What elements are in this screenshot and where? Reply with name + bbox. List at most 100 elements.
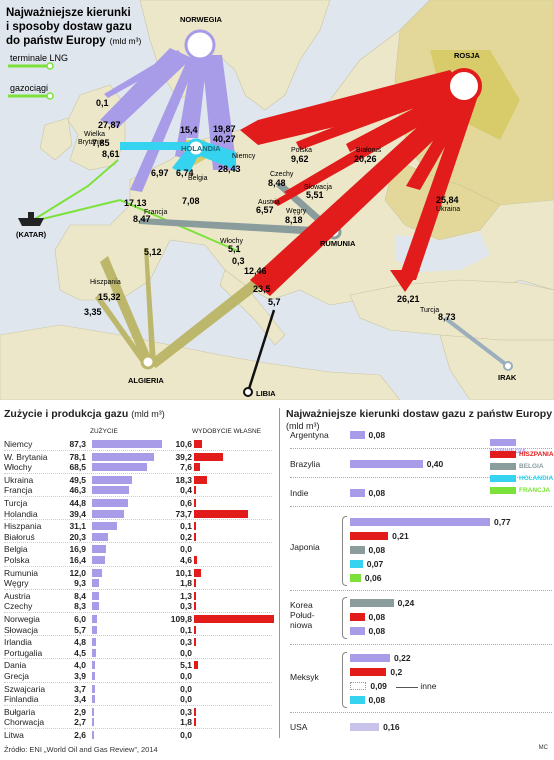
land-middle-east bbox=[439, 334, 554, 401]
val-ru-de: 40,27 bbox=[213, 134, 236, 144]
label-poland: Polska bbox=[291, 147, 312, 154]
val-ru-at: 6,57 bbox=[256, 205, 274, 215]
label-ukraine: Ukraina bbox=[436, 206, 460, 213]
legend-item: BELGIA bbox=[490, 462, 544, 471]
val-no-de: 19,87 bbox=[213, 124, 236, 134]
use-value: 46,3 bbox=[69, 485, 86, 496]
use-value: 87,3 bbox=[69, 439, 86, 449]
country-name: Niemcy bbox=[4, 439, 33, 449]
use-value: 3,7 bbox=[74, 683, 86, 694]
consumption-row: Belgia 16,9 0,0 bbox=[4, 542, 272, 555]
label-italy: Włochy bbox=[220, 238, 243, 245]
flow-russia-by bbox=[346, 86, 462, 152]
hub-labels: NORWEGIA ROSJA HOLANDIA (KATAR) RUMUNIA … bbox=[16, 15, 517, 398]
prod-value: 10,1 bbox=[175, 567, 192, 578]
flow-values: 0,1 27,87 15,4 19,87 40,27 7,85 8,61 6,9… bbox=[84, 98, 459, 322]
use-value: 16,9 bbox=[69, 544, 86, 555]
label-libya: LIBIA bbox=[256, 389, 276, 398]
use-value: 2,6 bbox=[74, 730, 86, 740]
group-bracket bbox=[342, 516, 347, 586]
country-name: Białoruś bbox=[4, 531, 35, 542]
val-nl-be: 6,74 bbox=[176, 168, 194, 178]
country-brazil: Brazylia bbox=[290, 459, 321, 469]
prod-value: 0,0 bbox=[180, 647, 192, 658]
use-value: 6,0 bbox=[74, 614, 86, 624]
prod-bar bbox=[194, 556, 198, 564]
hub-netherlands bbox=[186, 138, 206, 158]
flow-norway-uk bbox=[100, 48, 192, 128]
country-argentina: Argentyna bbox=[290, 430, 329, 440]
use-bar bbox=[92, 463, 147, 472]
use-value: 2,9 bbox=[74, 706, 86, 717]
consumption-row: Bułgaria 2,9 0,3 bbox=[4, 704, 272, 718]
val-ru-tr: 26,21 bbox=[397, 294, 420, 304]
flow-norway-lng bbox=[104, 50, 183, 98]
val-ru-sk: 5,51 bbox=[306, 190, 324, 200]
flow-algeria-es2 bbox=[95, 294, 146, 364]
legend-swatch bbox=[490, 462, 516, 470]
val-nl-fr: 7,08 bbox=[182, 196, 200, 206]
flow-nl-de bbox=[200, 140, 236, 170]
row-separator bbox=[290, 644, 552, 645]
korea-spain-value: 0,08 bbox=[368, 612, 386, 622]
japan-spain-value: 0,21 bbox=[392, 531, 409, 541]
flows-algeria bbox=[95, 248, 270, 368]
val-no-fr: 17,13 bbox=[124, 198, 147, 208]
mexico-norway-bar bbox=[350, 654, 390, 662]
val-no-uk: 27,87 bbox=[98, 120, 121, 130]
consumption-row: Włochy 68,5 7,6 bbox=[4, 461, 272, 473]
val-ru-by: 20,26 bbox=[354, 154, 377, 164]
prod-value: 0,4 bbox=[180, 485, 192, 496]
country-usa: USA bbox=[290, 722, 308, 732]
use-value: 4,0 bbox=[74, 660, 86, 671]
consumption-row: Węgry 9,3 1,8 bbox=[4, 577, 272, 589]
mexico-netherlands-bar bbox=[350, 696, 365, 704]
prod-bar bbox=[194, 440, 202, 448]
consumption-row: W. Brytania 78,1 39,2 bbox=[4, 449, 272, 463]
country-name: Czechy bbox=[4, 601, 33, 612]
prod-bar bbox=[194, 522, 196, 531]
use-bar bbox=[92, 452, 155, 461]
country-name: Dania bbox=[4, 660, 27, 671]
usa-norway-bar bbox=[350, 723, 380, 731]
consumption-row: Irlandia 4,8 0,3 bbox=[4, 635, 272, 648]
hub-norway bbox=[184, 29, 216, 61]
use-value: 49,5 bbox=[69, 474, 86, 485]
flow-romania-fr bbox=[140, 218, 334, 236]
prod-value: 0,0 bbox=[180, 694, 192, 705]
val-no-lng: 0,1 bbox=[96, 98, 109, 108]
japan-norway-bar bbox=[350, 518, 490, 526]
map-title-line-2: i sposoby dostaw gazu bbox=[6, 21, 132, 33]
legend-lng-dot bbox=[46, 62, 54, 70]
legend-label: HISZPANIA bbox=[519, 451, 554, 458]
prod-bar bbox=[194, 579, 196, 588]
label-netherlands: HOLANDIA bbox=[181, 144, 221, 153]
consumption-row: Polska 16,4 4,6 bbox=[4, 554, 272, 566]
use-bar bbox=[92, 475, 132, 484]
legend-label: BELGIA bbox=[519, 463, 544, 470]
flow-algeria-es bbox=[100, 256, 152, 364]
label-belgium: Belgia bbox=[188, 175, 208, 182]
japan-belgium-value: 0,08 bbox=[368, 545, 386, 555]
country-name: Portugalia bbox=[4, 647, 43, 658]
panel-divider bbox=[279, 408, 280, 738]
legend-swatch bbox=[490, 474, 516, 482]
flow-russia-at bbox=[272, 104, 448, 206]
country-name: Litwa bbox=[4, 730, 24, 740]
use-value: 4,8 bbox=[74, 637, 86, 648]
consumption-row: Austria 8,4 1,3 bbox=[4, 588, 272, 602]
country-korea-line2: Połud- bbox=[290, 610, 315, 620]
use-bar bbox=[92, 545, 106, 554]
flow-algeria-it bbox=[148, 272, 270, 368]
use-value: 8,3 bbox=[74, 601, 86, 612]
flow-norway-fr bbox=[130, 58, 198, 192]
mexico-norway-value: 0,22 bbox=[394, 653, 411, 663]
use-bar bbox=[92, 579, 100, 588]
val-dz-es: 15,32 bbox=[98, 292, 121, 302]
hub-libya bbox=[243, 387, 253, 397]
consumption-row: Francja 46,3 0,4 bbox=[4, 484, 272, 496]
mexico-spain-value: 0,2 bbox=[390, 667, 403, 677]
mexico-netherlands-value: 0,08 bbox=[368, 695, 386, 705]
prod-value: 0,1 bbox=[180, 624, 192, 635]
source-note: Źródło: ENI „World Oil and Gas Review”, … bbox=[4, 745, 158, 754]
